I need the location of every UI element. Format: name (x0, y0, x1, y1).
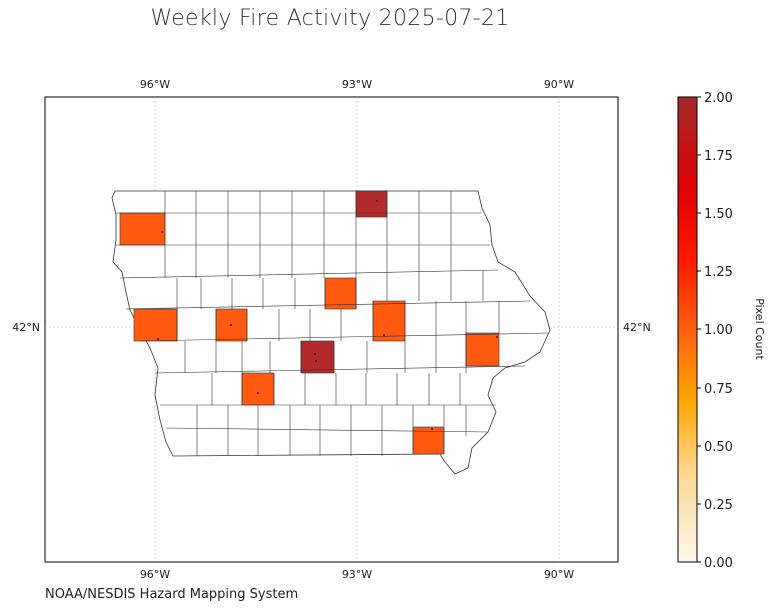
lat-tick-right: 42°N (623, 321, 651, 334)
lon-tick-bottom-3: 90°W (544, 568, 574, 581)
colorbar-tick-7: 1.75 (704, 149, 733, 164)
lon-tick-top-2: 93°W (342, 78, 372, 91)
state-outline (111, 190, 551, 475)
colorbar-tick-4: 1.00 (704, 323, 733, 338)
county-hardin (325, 278, 356, 309)
colorbar-gradient (677, 96, 698, 563)
county-dallas (301, 341, 334, 373)
county-benton (373, 301, 405, 341)
colorbar-tick-3: 0.75 (704, 382, 733, 397)
colorbar-tick-1: 0.25 (704, 498, 733, 513)
lon-tick-bottom-2: 93°W (342, 568, 372, 581)
colorbar-tick-8: 2.00 (704, 91, 733, 106)
county-monona (134, 309, 177, 341)
lat-tick-left: 42°N (12, 321, 40, 334)
county-adair (242, 373, 274, 405)
iowa-map (111, 190, 551, 475)
county-plymouth (120, 213, 165, 245)
fire-points (157, 200, 498, 430)
colorbar-tick-2: 0.50 (704, 440, 733, 455)
lon-tick-top-1: 96°W (140, 78, 170, 91)
source-credit: NOAA/NESDIS Hazard Mapping System (45, 587, 299, 602)
colorbar-tick-0: 0.00 (704, 556, 733, 571)
colorbar-label: Pixel Count (753, 298, 766, 360)
lon-tick-bottom-1: 96°W (140, 568, 170, 581)
colorbar-tick-6: 1.50 (704, 207, 733, 222)
colorbar-tick-5: 1.25 (704, 265, 733, 280)
colorbar: 0.00 0.25 0.50 0.75 1.00 1.25 1.50 1.75 … (677, 91, 766, 571)
map-title: Weekly Fire Activity 2025-07-21 (150, 6, 510, 31)
county-clinton (466, 333, 499, 366)
lon-tick-top-3: 90°W (544, 78, 574, 91)
county-winnebago (356, 191, 387, 217)
